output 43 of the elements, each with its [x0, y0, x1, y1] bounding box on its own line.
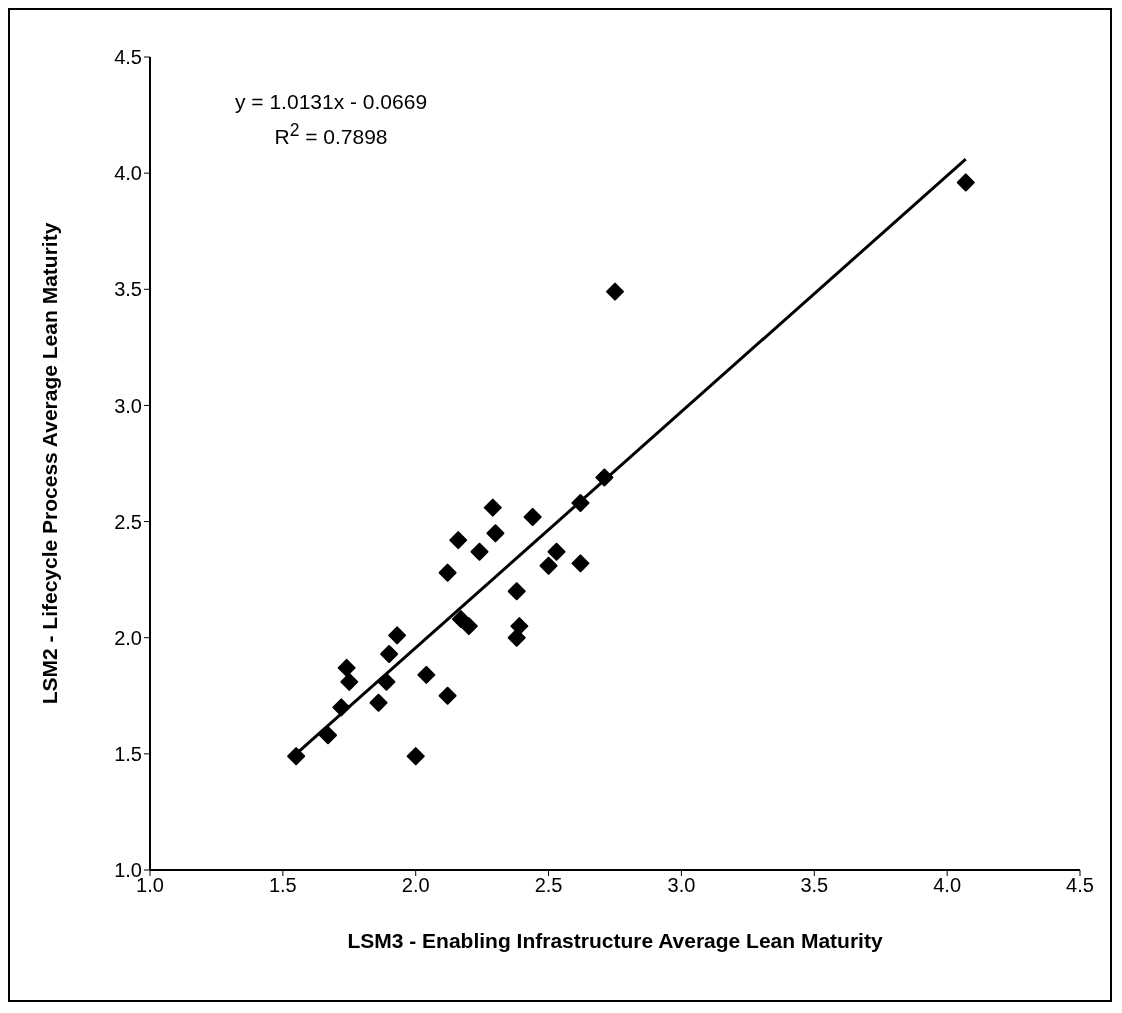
point	[507, 628, 526, 647]
point	[369, 693, 388, 712]
point	[388, 626, 407, 645]
point	[406, 747, 425, 766]
point	[470, 542, 489, 561]
y-tick-label: 4.5	[114, 46, 142, 69]
point	[438, 686, 457, 705]
y-tick-label: 2.5	[114, 510, 142, 533]
point	[417, 665, 436, 684]
y-axis-title: LSM2 - Lifecycle Process Average Lean Maturity	[38, 222, 62, 705]
point	[449, 531, 468, 550]
point	[380, 644, 399, 663]
point	[523, 507, 542, 526]
point	[486, 524, 505, 543]
x-tick-label: 1.5	[268, 874, 297, 897]
annotation: R$^{2}$ = 0.7898	[273, 119, 389, 150]
point	[319, 726, 338, 745]
point	[547, 542, 566, 561]
point	[571, 554, 590, 573]
y-tick-label: 1.5	[114, 742, 142, 765]
y-tick-label: 2.0	[114, 626, 142, 649]
x-tick-label: 4.0	[933, 874, 962, 897]
point	[483, 498, 502, 517]
point	[438, 563, 457, 582]
point	[510, 617, 529, 636]
point	[606, 282, 624, 301]
y-tick-label: 3.0	[114, 394, 142, 417]
point	[956, 173, 975, 192]
x-tick-label: 3.0	[667, 874, 696, 897]
point	[507, 582, 526, 601]
point	[337, 658, 356, 677]
point	[459, 617, 478, 636]
x-axis-title: LSM3 - Enabling Infrastructure Average Lean Maturity	[347, 929, 883, 952]
y-tick-label: 3.5	[114, 278, 142, 301]
point	[539, 556, 558, 575]
x-tick-label: 3.5	[800, 874, 829, 897]
x-tick-label: 2.5	[534, 874, 563, 897]
y-tick-label: 4.0	[114, 162, 142, 185]
point	[340, 672, 359, 691]
x-tick-label: 4.5	[1066, 874, 1094, 897]
point	[287, 747, 306, 766]
annotation: y = 1.0131x - 0.0669	[235, 89, 428, 115]
x-tick-label: 2.0	[401, 874, 430, 897]
